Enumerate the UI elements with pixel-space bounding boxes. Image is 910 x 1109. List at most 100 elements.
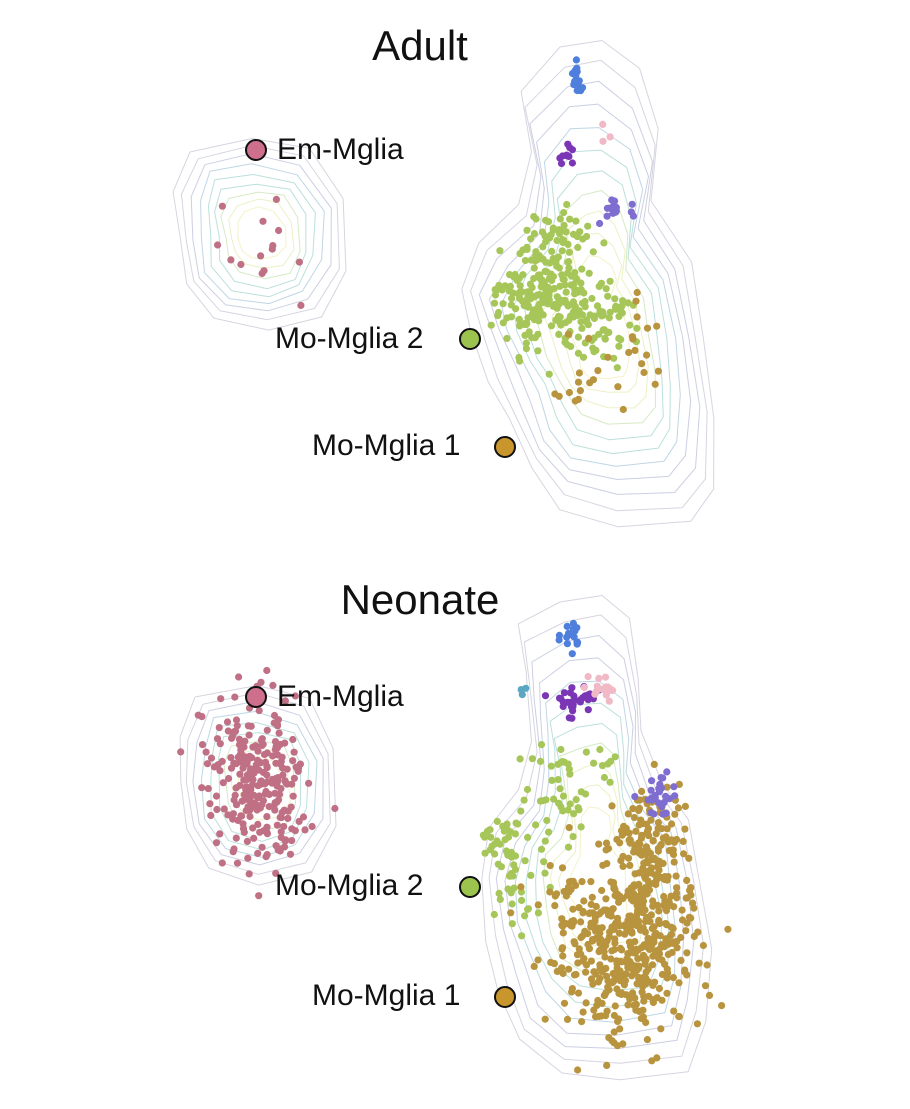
cell-point [507,909,515,917]
cell-point [603,212,611,220]
cell-point [631,938,639,946]
cell-point [606,757,615,765]
cell-point [638,360,646,368]
cell-point [256,804,264,812]
cell-point [530,962,538,970]
cell-point [591,914,599,922]
cell-point [248,765,256,773]
cell-point [595,674,603,682]
cell-point [595,282,603,290]
cell-point [535,302,543,310]
cell-point [655,916,663,924]
cell-point [483,827,491,835]
density-contour [192,700,324,866]
cell-point [581,790,590,798]
adult-legend-mo-mglia-1-label: Mo-Mglia 1 [312,429,461,462]
density-contour [478,80,701,495]
cell-point [518,896,526,904]
cell-point [257,759,265,767]
cell-point [574,804,582,812]
cell-point [299,813,308,821]
cell-point [569,918,578,926]
cell-point [532,215,540,223]
cell-point [224,811,232,819]
cell-point [257,777,265,785]
cell-point [240,828,248,836]
cell-point [604,911,613,919]
cell-point [556,230,564,238]
cell-point [606,133,614,141]
cell-point [235,735,243,743]
cell-point [631,841,639,849]
cell-point [653,994,661,1002]
cell-point [568,69,577,78]
cell-point [247,722,255,730]
cell-point [574,395,583,403]
cell-point [563,341,571,349]
cell-point [229,815,237,823]
cell-point [278,764,287,772]
cell-point [653,863,662,871]
cell-point [258,735,266,743]
cell-point [517,807,525,815]
cell-point [524,833,532,841]
cell-point [559,236,567,244]
cell-point [577,823,585,831]
cell-point [635,821,643,829]
density-contour [207,174,316,298]
cell-point [618,831,626,839]
cell-point [589,921,597,929]
cell-point [519,271,527,279]
density-contour [220,191,301,280]
cell-point [585,334,593,342]
cell-point [574,349,583,357]
neonate-legend-em-mglia-marker [245,686,267,708]
cell-point [230,796,238,804]
cell-point [284,814,292,822]
cell-point [634,955,642,963]
cell-point [650,923,658,931]
cell-point [628,972,636,980]
cell-point [699,941,708,950]
cell-point [643,324,652,332]
cell-point [523,226,531,234]
cell-point [582,968,590,976]
cell-point [663,825,671,833]
cell-point [231,693,239,701]
cell-point [579,957,587,965]
cell-point [277,814,285,822]
cell-point [694,928,702,936]
cell-point [228,734,236,742]
cell-point [534,901,542,909]
cell-point [640,997,648,1005]
cell-point [615,342,623,350]
cell-point [516,755,524,763]
cell-point [487,833,495,841]
cell-point [507,313,515,321]
cell-point [619,862,627,870]
cell-point [557,758,565,766]
cell-point [517,883,525,891]
cell-point [523,288,532,296]
cell-point [573,86,581,95]
cell-point [557,159,566,168]
cell-point [600,239,608,247]
cell-point [607,955,615,963]
cell-point [603,1061,611,1069]
cell-point [553,236,561,245]
cell-point [546,888,554,896]
cell-point [625,348,633,357]
cell-point [560,209,568,217]
cell-point [230,728,238,736]
cell-point [265,790,273,798]
cell-point [662,905,670,913]
cell-point [263,823,271,831]
cell-point [609,202,618,210]
cell-point [659,859,667,867]
adult-legend-mo-mglia-1-marker [494,436,516,458]
cell-point [662,935,670,943]
cell-point [567,877,576,886]
cell-point [212,792,221,800]
cell-point [563,1015,572,1023]
cell-point [565,388,574,397]
